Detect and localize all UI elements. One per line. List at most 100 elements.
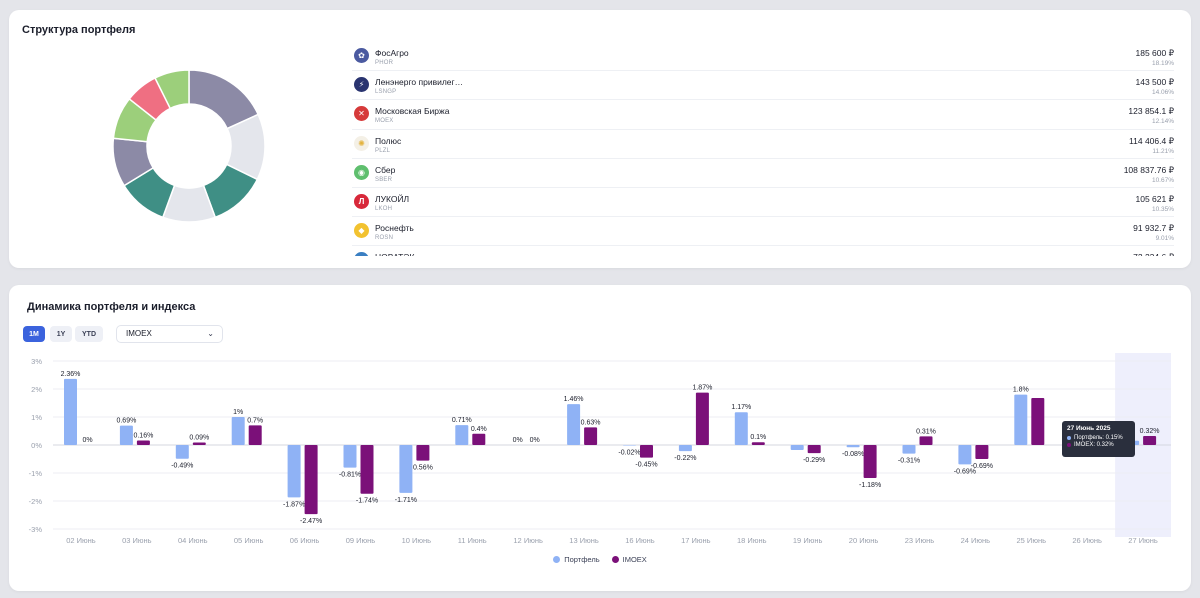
data-label: 0.1% bbox=[750, 434, 766, 441]
donut-slice[interactable] bbox=[154, 69, 190, 110]
bar-portfolio[interactable] bbox=[175, 445, 189, 459]
bar-imoex[interactable] bbox=[136, 440, 150, 445]
data-label: -1.87% bbox=[283, 501, 305, 508]
legend-item[interactable]: IMOEX bbox=[611, 555, 647, 564]
company-logo-icon: ◉ bbox=[354, 164, 369, 180]
x-tick-label: 17 Июнь bbox=[681, 536, 711, 545]
data-label: -1.74% bbox=[356, 498, 378, 505]
bar-imoex[interactable] bbox=[472, 433, 486, 445]
index-select[interactable]: IMOEX ⌄ bbox=[116, 325, 223, 343]
bar-portfolio[interactable] bbox=[455, 425, 469, 445]
bar-portfolio[interactable] bbox=[623, 445, 636, 446]
data-label: 1.17% bbox=[731, 404, 751, 411]
y-tick-label: 2% bbox=[31, 385, 42, 394]
y-tick-label: -3% bbox=[29, 525, 43, 534]
bar-imoex[interactable] bbox=[863, 445, 877, 479]
bar-portfolio[interactable] bbox=[399, 445, 413, 493]
data-label: 0.16% bbox=[133, 433, 153, 440]
bar-portfolio[interactable] bbox=[119, 425, 133, 445]
bar-imoex[interactable] bbox=[807, 445, 821, 454]
x-tick-label: 12 Июнь bbox=[513, 536, 543, 545]
bar-imoex[interactable] bbox=[751, 442, 765, 445]
holding-row[interactable]: ✺ Полюс PLZL 114 406.4 ₽11.21% bbox=[352, 130, 1174, 159]
company-logo-icon: ✕ bbox=[354, 106, 369, 122]
legend-dot bbox=[553, 556, 561, 563]
legend-dot bbox=[611, 556, 619, 563]
bar-imoex[interactable] bbox=[695, 392, 709, 445]
x-tick-label: 19 Июнь bbox=[793, 536, 823, 545]
holding-percent: 11.21% bbox=[1152, 147, 1174, 155]
holding-row[interactable]: ✕ Московская Биржа MOEX 123 854.1 ₽12.14% bbox=[352, 100, 1174, 130]
data-label: 0.7% bbox=[247, 417, 263, 424]
x-tick-label: 27 Июнь bbox=[1128, 536, 1158, 545]
holding-value: 108 837.76 ₽ bbox=[1123, 164, 1174, 175]
bar-imoex[interactable] bbox=[248, 425, 262, 445]
bar-imoex[interactable] bbox=[975, 445, 989, 459]
data-label: 0.09% bbox=[189, 434, 209, 441]
holding-value: 143 500 ₽ bbox=[1135, 77, 1175, 88]
bar-portfolio[interactable] bbox=[287, 445, 301, 498]
data-label: -0.49% bbox=[171, 463, 193, 470]
bar-imoex[interactable] bbox=[584, 427, 598, 445]
data-label: 0% bbox=[513, 437, 523, 444]
period-ytd-button[interactable]: YTD bbox=[75, 326, 103, 342]
bar-imoex[interactable] bbox=[416, 445, 430, 461]
legend-label: IMOEX bbox=[622, 555, 647, 564]
data-label: 0.31% bbox=[916, 428, 936, 435]
bar-imoex[interactable] bbox=[360, 445, 374, 494]
bar-portfolio[interactable] bbox=[790, 445, 804, 451]
bar-portfolio[interactable] bbox=[902, 445, 916, 454]
data-label: 0.32% bbox=[1140, 428, 1160, 435]
holding-row[interactable]: ◉ Сбер SBER 108 837.76 ₽10.67% bbox=[352, 159, 1174, 188]
data-label: 1% bbox=[233, 409, 243, 416]
holding-name: Роснефть bbox=[375, 223, 414, 234]
bar-portfolio[interactable] bbox=[958, 445, 972, 465]
bar-portfolio[interactable] bbox=[567, 404, 581, 445]
bar-imoex[interactable] bbox=[304, 445, 318, 515]
data-label: 0% bbox=[530, 437, 540, 444]
holding-row[interactable]: Л ЛУКОЙЛ LKOH 105 621 ₽10.35% bbox=[352, 188, 1174, 218]
period-1m-button[interactable]: 1M bbox=[23, 326, 45, 342]
bar-portfolio[interactable] bbox=[1014, 394, 1028, 445]
period-1y-button[interactable]: 1Y bbox=[50, 326, 72, 342]
company-logo-icon: ✿ bbox=[354, 48, 369, 63]
data-label: 0.63% bbox=[581, 419, 601, 426]
holding-row[interactable]: ⚡ Ленэнерго привилег… LSNGP 143 500 ₽14.06% bbox=[352, 71, 1175, 101]
bar-portfolio[interactable] bbox=[231, 417, 245, 445]
holding-row[interactable]: ✿ ФосАгро PHOR 185 600 ₽ 18.19% bbox=[352, 42, 1174, 72]
bar-portfolio[interactable] bbox=[678, 445, 692, 452]
portfolio-donut-chart[interactable] bbox=[109, 66, 269, 226]
bar-imoex[interactable] bbox=[1031, 397, 1045, 445]
holding-percent: 10.67% bbox=[1151, 176, 1174, 184]
bar-imoex[interactable] bbox=[1143, 436, 1157, 445]
bar-portfolio[interactable] bbox=[343, 445, 357, 468]
bar-portfolio[interactable] bbox=[846, 445, 860, 448]
data-label: -0.02% bbox=[618, 450, 640, 457]
x-tick-label: 03 Июнь bbox=[122, 536, 152, 545]
structure-title: Структура портфеля bbox=[22, 24, 136, 36]
holding-row[interactable]: ◆ Роснефть ROSN 91 932.7 ₽9.01% bbox=[352, 217, 1174, 247]
holdings-list: ✿ ФосАгро PHOR 185 600 ₽ 18.19% ⚡ Ленэнерго пр… bbox=[352, 42, 1174, 256]
holding-name: Полюс bbox=[375, 135, 402, 146]
x-tick-label: 25 Июнь bbox=[1017, 536, 1047, 545]
company-logo-icon: ◆ bbox=[354, 223, 369, 239]
data-label: -0.31% bbox=[898, 458, 920, 465]
holding-name: Московская Биржа bbox=[375, 106, 450, 117]
bar-imoex[interactable] bbox=[640, 445, 653, 458]
bar-portfolio[interactable] bbox=[64, 378, 77, 445]
data-label: 1.87% bbox=[692, 385, 712, 392]
portfolio-dynamics-card: Динамика портфеля и индекса 1M 1Y YTD IM… bbox=[9, 285, 1191, 591]
holding-percent: 9.01% bbox=[1155, 235, 1174, 243]
holding-percent: 18.19% bbox=[1151, 60, 1174, 67]
data-label: 0% bbox=[82, 437, 92, 444]
legend-item[interactable]: Портфель bbox=[553, 555, 600, 564]
data-label: 2.36% bbox=[61, 371, 81, 378]
holding-name: НОВАТЭК bbox=[375, 252, 414, 256]
bar-imoex[interactable] bbox=[919, 436, 933, 445]
holding-name: Ленэнерго привилег… bbox=[375, 77, 464, 88]
bar-portfolio[interactable] bbox=[734, 412, 748, 445]
holding-ticker: PHOR bbox=[375, 60, 394, 66]
data-label: -0.69% bbox=[954, 468, 976, 475]
bar-imoex[interactable] bbox=[192, 442, 206, 445]
holding-row[interactable]: NНОВАТЭКNVTK72 234.6 ₽7.08% bbox=[352, 246, 1174, 256]
